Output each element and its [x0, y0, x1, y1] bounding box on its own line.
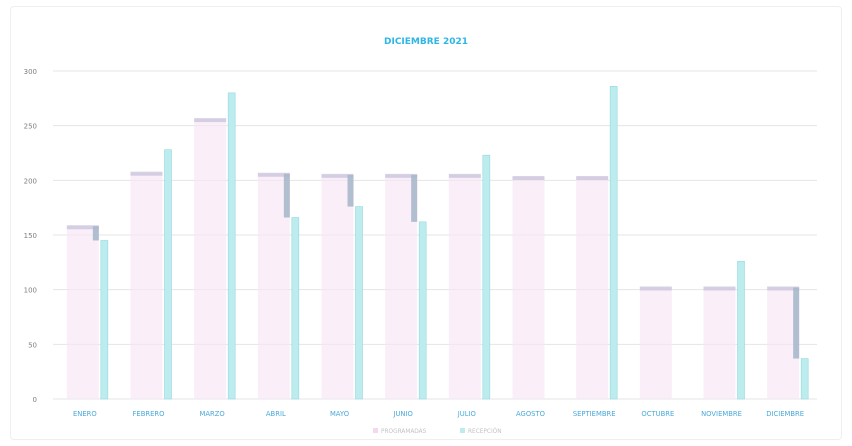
recepcion-bar — [227, 92, 236, 400]
legend-swatch — [460, 428, 465, 433]
legend-label: PROGRAMADAS — [381, 429, 427, 435]
x-tick-label: OCTUBRE — [641, 410, 674, 418]
x-tick-label: ABRIL — [266, 410, 286, 418]
x-tick-label: JUNIO — [392, 410, 412, 418]
legend-swatch — [373, 428, 378, 433]
programadas-bar — [576, 177, 609, 399]
programadas-top-cap — [321, 173, 354, 178]
y-tick-label: 100 — [24, 287, 37, 295]
programadas-top-cap — [639, 286, 672, 291]
x-tick-label: DICIEMBRE — [766, 410, 804, 418]
programadas-bar — [194, 119, 227, 400]
programadas-bar — [639, 287, 672, 399]
x-tick-label: MARZO — [200, 410, 225, 418]
programadas-bar — [130, 172, 163, 399]
programadas-bar — [321, 174, 354, 399]
programadas-top-cap — [194, 118, 227, 123]
x-tick-label: ENERO — [73, 410, 97, 418]
programadas-top-cap — [448, 173, 481, 178]
x-tick-label: SEPTIEMBRE — [573, 410, 616, 418]
programadas-top-cap — [576, 176, 609, 181]
y-tick-label: 50 — [28, 341, 37, 349]
programadas-top-cap — [703, 286, 736, 291]
y-tick-label: 300 — [24, 68, 37, 76]
y-tick-label: 150 — [24, 232, 37, 240]
programadas-bar — [66, 226, 99, 399]
y-tick-label: 200 — [24, 177, 37, 185]
x-tick-label: MAYO — [330, 410, 349, 418]
recepcion-bar — [418, 221, 427, 400]
legend-label: RECEPCIÓN — [468, 428, 502, 435]
recepcion-bar — [100, 240, 109, 400]
y-axis: 0 50 100 150 200 250 300 — [24, 68, 37, 404]
programadas-top-cap — [130, 171, 163, 176]
programadas-top-cap — [385, 173, 418, 178]
programadas-bar — [512, 177, 545, 399]
y-tick-label: 250 — [24, 123, 37, 131]
programadas-bar — [448, 174, 481, 399]
chart-title: DICIEMBRE 2021 — [384, 37, 468, 47]
recepcion-bar — [800, 358, 809, 400]
recepcion-bar — [355, 206, 363, 400]
x-tick-label: AGOSTO — [516, 410, 545, 418]
recepcion-bar — [291, 217, 300, 400]
y-tick-label: 0 — [33, 396, 37, 404]
difference-bar — [92, 226, 99, 241]
bars-layer — [66, 86, 809, 400]
programadas-bar — [703, 287, 736, 399]
legend: PROGRAMADAS RECEPCIÓN — [373, 428, 502, 435]
difference-bar — [411, 174, 418, 222]
grid-layer — [53, 70, 817, 400]
recepcion-bar — [609, 86, 618, 400]
x-tick-label: NOVIEMBRE — [701, 410, 742, 418]
difference-bar — [347, 174, 354, 207]
chart-frame: DICIEMBRE 2021 0 50 100 150 200 250 300 ENERO F… — [10, 6, 842, 440]
recepcion-bar — [737, 260, 745, 400]
chart-svg: DICIEMBRE 2021 0 50 100 150 200 250 300 ENERO F… — [24, 37, 817, 435]
difference-bar — [283, 173, 290, 218]
x-tick-label: JULIO — [457, 410, 476, 418]
programadas-top-cap — [767, 286, 800, 291]
recepcion-bar — [164, 149, 172, 400]
difference-bar — [793, 287, 800, 359]
x-tick-label: FEBRERO — [133, 410, 165, 418]
programadas-top-cap — [512, 176, 545, 181]
x-axis: ENERO FEBRERO MARZO ABRIL MAYO JUNIO JULIO AGOS… — [73, 410, 804, 418]
recepcion-bar — [482, 154, 491, 400]
programadas-top-cap — [66, 225, 99, 230]
programadas-top-cap — [257, 172, 290, 177]
